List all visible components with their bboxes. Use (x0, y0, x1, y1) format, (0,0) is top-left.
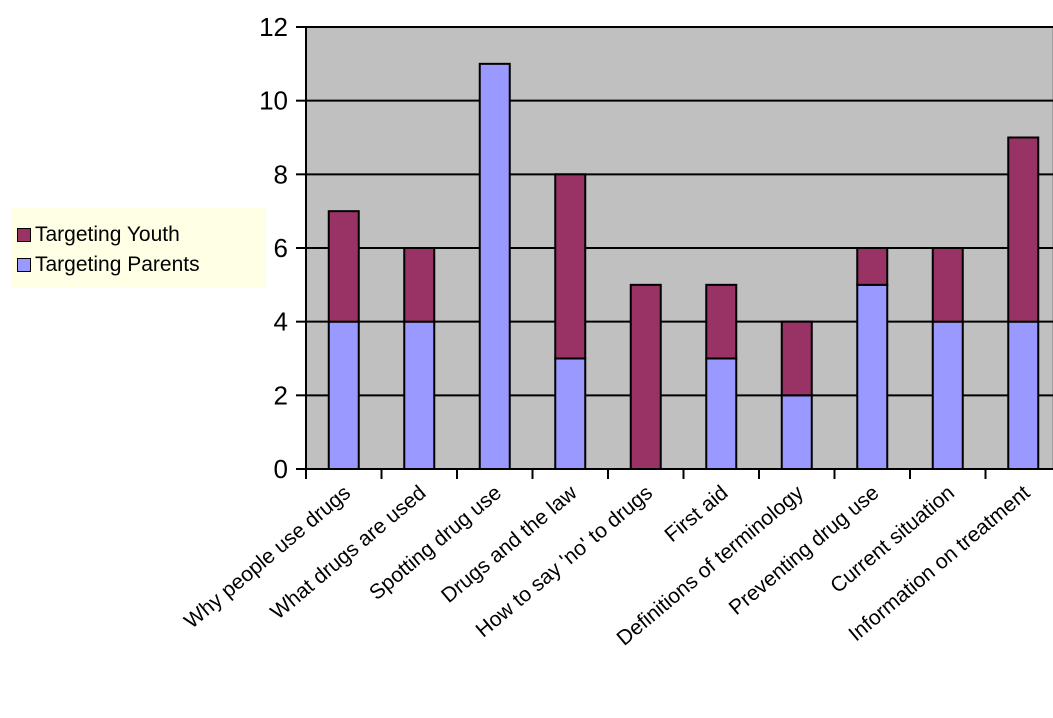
y-tick-label-12: 12 (259, 12, 288, 42)
bar-parents-2 (478, 62, 511, 470)
bar-parents-9 (1007, 320, 1040, 470)
x-tick-label-8: Current situation (826, 481, 959, 598)
x-tick-label-3: Drugs and the law (437, 481, 582, 608)
axes (296, 26, 1053, 479)
legend-label-youth: Targeting Youth (35, 223, 180, 246)
x-tick-label-5: First aid (660, 481, 732, 547)
bar-parents-5 (705, 357, 738, 470)
bar-youth-8 (931, 247, 964, 323)
legend-swatch-youth (17, 228, 31, 242)
x-tick-label-2: Spotting drug use (365, 481, 506, 604)
y-tick-label-2: 2 (274, 380, 288, 410)
bar-youth-0 (327, 210, 360, 323)
bar-youth-9 (1007, 136, 1040, 323)
y-tick-labels: 0 2 4 6 8 10 12 (259, 12, 288, 484)
legend-item-parents: Targeting Parents (17, 252, 200, 278)
bar-parents-7 (856, 283, 889, 471)
legend-swatch-parents (17, 258, 31, 272)
bar-parents-3 (554, 357, 587, 470)
bar-youth-7 (856, 247, 889, 286)
bar-parents-8 (931, 320, 964, 470)
bar-youth-3 (554, 173, 587, 360)
bar-youth-4 (629, 283, 662, 471)
legend: Targeting Youth Targeting Parents (11, 208, 266, 288)
bar-youth-6 (780, 320, 813, 397)
bar-youth-5 (705, 283, 738, 360)
bar-youth-1 (403, 247, 436, 323)
legend-label-parents: Targeting Parents (35, 253, 200, 276)
bar-parents-6 (780, 394, 813, 471)
y-tick-label-10: 10 (259, 86, 288, 116)
bar-parents-0 (327, 320, 360, 470)
bar-parents-1 (403, 320, 436, 470)
y-tick-label-4: 4 (274, 307, 288, 337)
y-tick-label-8: 8 (274, 159, 288, 189)
legend-item-youth: Targeting Youth (17, 222, 180, 248)
y-tick-label-6: 6 (274, 233, 288, 263)
y-tick-label-0: 0 (274, 454, 288, 484)
